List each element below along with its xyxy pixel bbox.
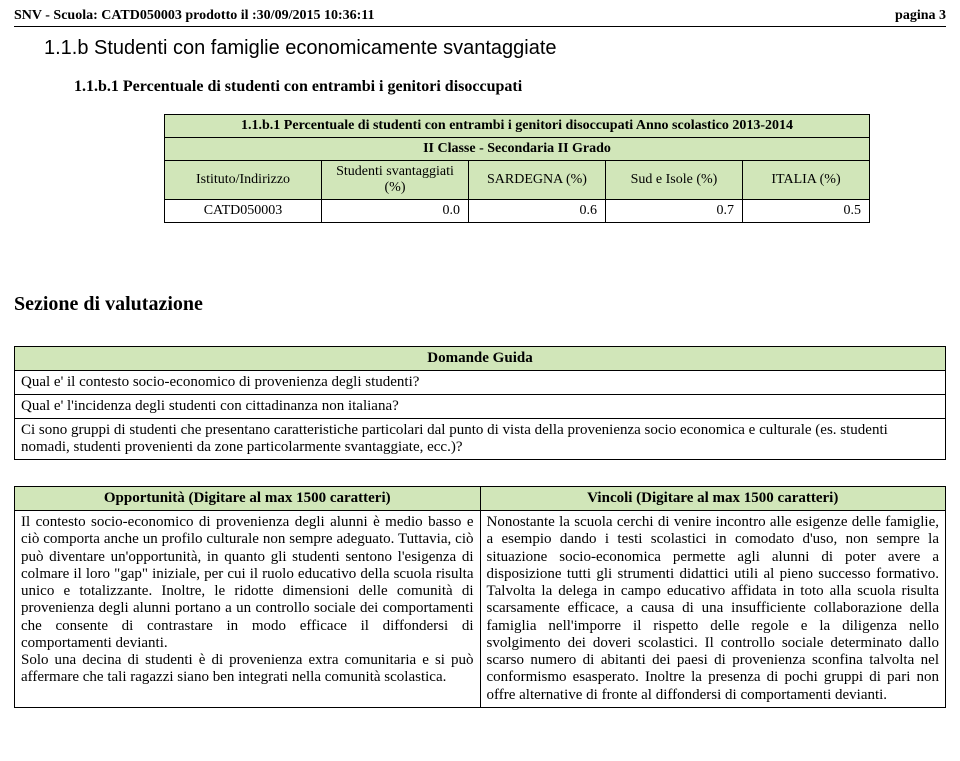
col-4: ITALIA (%)	[743, 161, 870, 200]
section-heading: Sezione di valutazione	[14, 293, 946, 316]
opp-title: Opportunità (Digitare al max 1500 caratt…	[15, 487, 481, 511]
col-1: Studenti svantaggiati (%)	[322, 161, 469, 200]
col-3: Sud e Isole (%)	[606, 161, 743, 200]
header-right: pagina 3	[895, 8, 946, 24]
col-0: Istituto/Indirizzo	[165, 161, 322, 200]
row-val-4: 0.5	[743, 200, 870, 223]
row-val-2: 0.6	[469, 200, 606, 223]
guide-row-2: Ci sono gruppi di studenti che presentan…	[15, 419, 946, 460]
vinc-title: Vincoli (Digitare al max 1500 caratteri)	[480, 487, 946, 511]
opp-body: Il contesto socio-economico di provenien…	[15, 511, 481, 708]
table-caption: 1.1.b.1 Percentuale di studenti con entr…	[165, 115, 870, 138]
section-title-1: 1.1.b Studenti con famiglie economicamen…	[44, 37, 946, 60]
guide-row-0: Qual e' il contesto socio-economico di p…	[15, 371, 946, 395]
header-left: SNV - Scuola: CATD050003 prodotto il :30…	[14, 8, 375, 24]
opp-vinc-table: Opportunità (Digitare al max 1500 caratt…	[14, 486, 946, 708]
row-val-1: 0.0	[322, 200, 469, 223]
guide-title: Domande Guida	[15, 347, 946, 371]
table-subcaption: II Classe - Secondaria II Grado	[165, 138, 870, 161]
row-val-3: 0.7	[606, 200, 743, 223]
col-2: SARDEGNA (%)	[469, 161, 606, 200]
guide-row-1: Qual e' l'incidenza degli studenti con c…	[15, 395, 946, 419]
page-header: SNV - Scuola: CATD050003 prodotto il :30…	[14, 8, 946, 27]
data-table: 1.1.b.1 Percentuale di studenti con entr…	[164, 114, 870, 223]
row-label: CATD050003	[165, 200, 322, 223]
vinc-body: Nonostante la scuola cerchi di venire in…	[480, 511, 946, 708]
guide-table: Domande Guida Qual e' il contesto socio-…	[14, 346, 946, 460]
section-title-2: 1.1.b.1 Percentuale di studenti con entr…	[74, 78, 946, 96]
